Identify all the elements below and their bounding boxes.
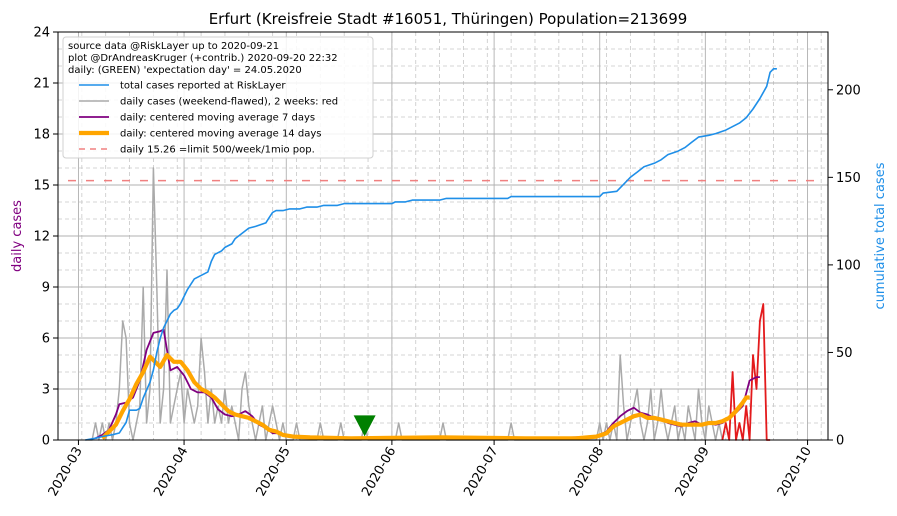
y-tick-label: 6 bbox=[42, 332, 50, 347]
legend-box bbox=[62, 36, 374, 159]
legend-entry-label: total cases reported at RiskLayer bbox=[120, 81, 286, 92]
y-tick-label: 21 bbox=[33, 77, 50, 92]
y2-tick-label: 50 bbox=[836, 346, 853, 361]
series-ma14-line bbox=[100, 352, 750, 441]
y2-tick-label: 100 bbox=[836, 258, 861, 273]
y-tick-label: 12 bbox=[33, 230, 50, 245]
y2-tick-label: 200 bbox=[836, 83, 861, 98]
expectation-day-marker bbox=[353, 415, 376, 437]
y2-tick-label: 150 bbox=[836, 171, 861, 186]
legend: source data @RiskLayer up to 2020-09-21p… bbox=[62, 36, 374, 159]
legend-header-line: daily: (GREEN) 'expectation day' = 24.05… bbox=[68, 65, 302, 76]
legend-entry-label: daily 15.26 =limit 500/week/1mio pop. bbox=[120, 145, 315, 156]
y-tick-label: 3 bbox=[42, 383, 50, 398]
grid bbox=[57, 31, 828, 441]
y-tick-label: 15 bbox=[33, 179, 50, 194]
series-layer bbox=[68, 68, 822, 441]
chart-title: Erfurt (Kreisfreie Stadt #16051, Thüring… bbox=[209, 10, 688, 28]
y-tick-label: 18 bbox=[33, 128, 50, 143]
legend-entry-label: daily: centered moving average 7 days bbox=[120, 113, 315, 124]
y-tick-label: 0 bbox=[42, 434, 50, 449]
series-cumulative-line bbox=[85, 68, 777, 441]
y-tick-label: 24 bbox=[33, 26, 50, 41]
legend-header-line: plot @DrAndreasKruger (+contrib.) 2020-0… bbox=[68, 53, 338, 64]
y-axis-label: daily cases bbox=[10, 200, 25, 272]
y2-tick-label: 0 bbox=[836, 434, 844, 449]
legend-entry-label: daily: centered moving average 14 days bbox=[120, 129, 321, 140]
legend-entry-label: daily cases (weekend-flawed), 2 weeks: r… bbox=[120, 97, 338, 108]
y-tick-label: 9 bbox=[42, 281, 50, 296]
legend-header-line: source data @RiskLayer up to 2020-09-21 bbox=[68, 41, 279, 52]
y2-axis-label: cumulative total cases bbox=[873, 162, 888, 309]
marker-layer bbox=[353, 415, 376, 437]
